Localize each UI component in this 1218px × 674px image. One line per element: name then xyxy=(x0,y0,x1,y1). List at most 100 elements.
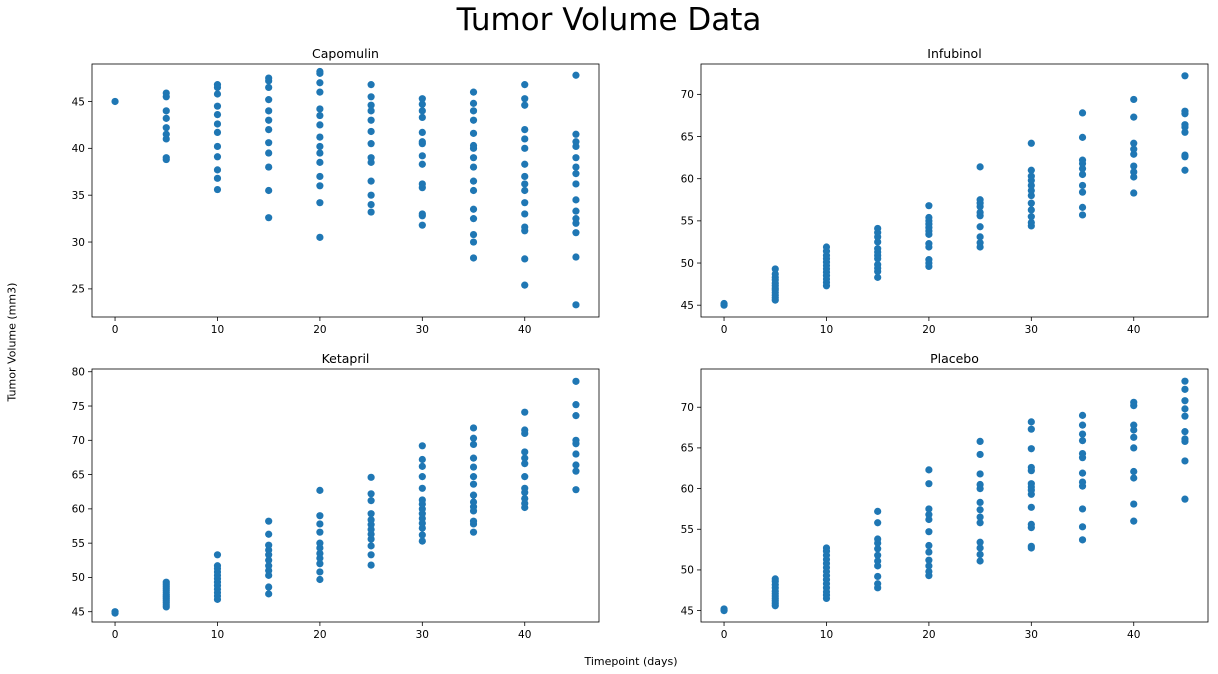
data-point xyxy=(521,426,528,433)
data-point xyxy=(1028,504,1035,511)
data-point xyxy=(368,474,375,481)
x-tick-label: 40 xyxy=(1127,629,1140,641)
data-point xyxy=(1181,378,1188,385)
data-point xyxy=(470,215,477,222)
data-point xyxy=(316,182,323,189)
y-tick-label: 55 xyxy=(681,216,694,228)
data-point xyxy=(720,300,727,307)
data-point xyxy=(111,609,118,616)
data-point xyxy=(265,214,272,221)
data-point xyxy=(470,117,477,124)
x-tick-label: 30 xyxy=(416,324,429,336)
data-point xyxy=(214,166,221,173)
data-point xyxy=(470,473,477,480)
data-point xyxy=(874,245,881,252)
data-point xyxy=(316,234,323,241)
data-point xyxy=(874,535,881,542)
data-point xyxy=(874,225,881,232)
data-point xyxy=(572,461,579,468)
y-tick-label: 60 xyxy=(72,504,85,516)
data-point xyxy=(1079,470,1086,477)
data-point xyxy=(1079,536,1086,543)
data-point xyxy=(1079,523,1086,530)
data-point xyxy=(214,143,221,150)
data-point xyxy=(1181,72,1188,79)
data-point xyxy=(163,131,170,138)
y-tick-label: 25 xyxy=(72,284,85,296)
data-point xyxy=(977,499,984,506)
data-point xyxy=(521,126,528,133)
data-point xyxy=(1079,437,1086,444)
data-point xyxy=(1130,114,1137,121)
data-point xyxy=(316,112,323,119)
x-tick-label: 0 xyxy=(721,324,728,336)
x-tick-label: 30 xyxy=(416,629,429,641)
data-point xyxy=(521,448,528,455)
x-tick-label: 10 xyxy=(820,629,833,641)
x-tick-label: 20 xyxy=(922,324,935,336)
data-point xyxy=(316,105,323,112)
data-point xyxy=(470,89,477,96)
y-tick-label: 35 xyxy=(72,190,85,202)
data-point xyxy=(419,107,426,114)
data-point xyxy=(823,544,830,551)
data-point xyxy=(572,378,579,385)
infubinol-panel: Infubinol0 10 20 30 40455055606570 xyxy=(681,46,1208,336)
data-point xyxy=(419,180,426,187)
data-point xyxy=(1028,464,1035,471)
data-point xyxy=(1079,157,1086,164)
data-point xyxy=(521,135,528,142)
data-point xyxy=(925,542,932,549)
data-point xyxy=(419,537,426,544)
data-point xyxy=(316,143,323,150)
data-point xyxy=(1181,405,1188,412)
data-point xyxy=(316,173,323,180)
data-point xyxy=(368,497,375,504)
data-point xyxy=(316,159,323,166)
data-point xyxy=(368,192,375,199)
data-point xyxy=(720,605,727,612)
y-tick-label: 45 xyxy=(72,96,85,108)
data-point xyxy=(368,117,375,124)
data-point xyxy=(368,102,375,109)
data-point xyxy=(925,505,932,512)
data-point xyxy=(1079,189,1086,196)
data-point xyxy=(772,575,779,582)
data-point xyxy=(1028,200,1035,207)
data-point xyxy=(1181,151,1188,158)
y-tick-label: 30 xyxy=(72,237,85,249)
data-point xyxy=(470,529,477,536)
x-tick-label: 40 xyxy=(518,629,531,641)
data-point xyxy=(572,301,579,308)
data-point xyxy=(925,480,932,487)
data-point xyxy=(1028,426,1035,433)
data-point xyxy=(1079,505,1086,512)
data-point xyxy=(1130,474,1137,481)
data-point xyxy=(521,161,528,168)
x-tick-label: 20 xyxy=(313,324,326,336)
data-point xyxy=(1130,422,1137,429)
data-point xyxy=(265,117,272,124)
data-point xyxy=(419,152,426,159)
data-point xyxy=(1079,109,1086,116)
data-point xyxy=(419,473,426,480)
data-point xyxy=(265,96,272,103)
panel-title: Infubinol xyxy=(927,46,981,61)
data-point xyxy=(316,68,323,75)
data-point xyxy=(214,81,221,88)
data-point xyxy=(163,107,170,114)
x-tick-label: 40 xyxy=(1127,324,1140,336)
data-point xyxy=(1181,428,1188,435)
data-point xyxy=(1079,134,1086,141)
data-point xyxy=(977,438,984,445)
y-tick-label: 65 xyxy=(681,443,694,455)
data-point xyxy=(977,451,984,458)
data-point xyxy=(265,126,272,133)
data-point xyxy=(1130,162,1137,169)
data-point xyxy=(316,121,323,128)
data-point xyxy=(572,412,579,419)
data-point xyxy=(265,187,272,194)
data-point xyxy=(977,506,984,513)
data-point xyxy=(316,133,323,140)
